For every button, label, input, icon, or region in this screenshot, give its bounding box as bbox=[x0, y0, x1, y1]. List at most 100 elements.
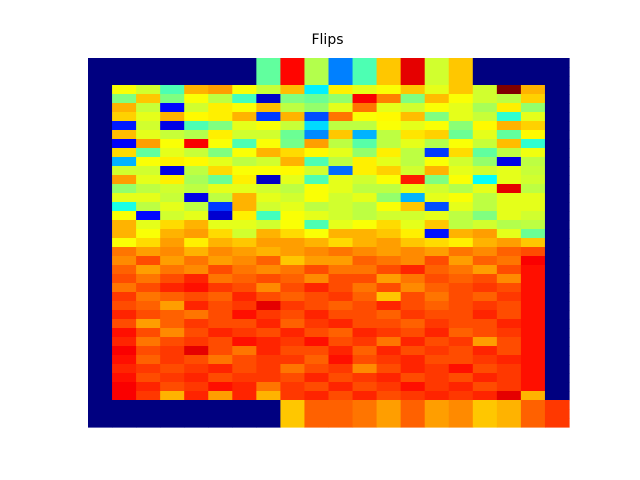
heatmap-cell bbox=[304, 364, 330, 374]
heatmap-cell bbox=[376, 283, 402, 293]
heatmap-cell bbox=[472, 301, 498, 311]
heatmap-cell bbox=[136, 103, 161, 113]
heatmap-cell bbox=[544, 418, 570, 428]
heatmap-cell bbox=[256, 157, 281, 167]
heatmap-cell bbox=[88, 238, 113, 248]
heatmap-cell bbox=[136, 67, 161, 77]
heatmap-cell bbox=[232, 373, 257, 383]
heatmap-cell bbox=[328, 103, 354, 113]
heatmap-cell bbox=[520, 256, 546, 266]
heatmap-cell bbox=[232, 391, 257, 401]
heatmap-cell bbox=[376, 58, 402, 68]
heatmap-cell bbox=[136, 283, 161, 293]
heatmap-cell bbox=[208, 409, 233, 419]
heatmap-cell bbox=[208, 193, 233, 203]
heatmap-cell bbox=[376, 328, 402, 338]
heatmap-cell bbox=[184, 247, 209, 257]
heatmap-cell bbox=[520, 67, 546, 77]
heatmap-cell bbox=[88, 103, 113, 113]
heatmap-cell bbox=[256, 67, 281, 77]
heatmap-cell bbox=[280, 292, 306, 302]
heatmap-cell bbox=[520, 112, 546, 122]
heatmap-cell bbox=[352, 121, 378, 131]
heatmap-cell bbox=[424, 247, 450, 257]
heatmap-cell bbox=[544, 238, 570, 248]
heatmap-cell bbox=[520, 211, 546, 221]
heatmap-cell bbox=[112, 130, 137, 140]
heatmap-cell bbox=[88, 67, 113, 77]
heatmap-cell bbox=[352, 283, 378, 293]
heatmap-cell bbox=[136, 346, 161, 356]
heatmap-cell bbox=[400, 400, 426, 410]
heatmap-cell bbox=[256, 76, 281, 86]
heatmap-cell bbox=[160, 301, 185, 311]
heatmap-cell bbox=[112, 373, 137, 383]
heatmap-cell bbox=[496, 346, 522, 356]
heatmap-cell bbox=[232, 301, 257, 311]
heatmap-cell bbox=[160, 391, 185, 401]
heatmap-cell bbox=[424, 202, 450, 212]
heatmap-cell bbox=[88, 355, 113, 365]
heatmap-cell bbox=[544, 121, 570, 131]
heatmap-cell bbox=[160, 121, 185, 131]
heatmap-cell bbox=[112, 112, 137, 122]
heatmap-cell bbox=[472, 400, 498, 410]
heatmap-cell bbox=[232, 148, 257, 158]
heatmap-cell bbox=[88, 310, 113, 320]
heatmap-cell bbox=[112, 121, 137, 131]
heatmap-cell bbox=[424, 355, 450, 365]
heatmap-cell bbox=[88, 391, 113, 401]
heatmap-cell bbox=[520, 85, 546, 95]
heatmap-cell bbox=[304, 220, 330, 230]
heatmap-cell bbox=[544, 319, 570, 329]
heatmap-cell bbox=[424, 229, 450, 239]
heatmap-cell bbox=[472, 409, 498, 419]
heatmap-cell bbox=[256, 391, 281, 401]
heatmap-cell bbox=[496, 337, 522, 347]
heatmap-cell bbox=[328, 166, 354, 176]
heatmap-cell bbox=[424, 400, 450, 410]
heatmap-cell bbox=[256, 193, 281, 203]
heatmap-cell bbox=[400, 283, 426, 293]
heatmap-cell bbox=[184, 364, 209, 374]
heatmap-cell bbox=[544, 310, 570, 320]
heatmap-cell bbox=[232, 247, 257, 257]
heatmap-cell bbox=[424, 256, 450, 266]
heatmap-cell bbox=[496, 265, 522, 275]
heatmap-cell bbox=[544, 112, 570, 122]
heatmap-cell bbox=[136, 184, 161, 194]
heatmap-cell bbox=[280, 157, 306, 167]
heatmap-cell bbox=[256, 58, 281, 68]
heatmap-cell bbox=[376, 256, 402, 266]
heatmap-cell bbox=[448, 157, 474, 167]
heatmap-cell bbox=[232, 382, 257, 392]
heatmap-cell bbox=[520, 193, 546, 203]
heatmap-cell bbox=[208, 391, 233, 401]
heatmap-cell bbox=[472, 175, 498, 185]
heatmap-cell bbox=[424, 130, 450, 140]
heatmap-cell bbox=[424, 274, 450, 284]
heatmap-cell bbox=[352, 247, 378, 257]
heatmap-cell bbox=[376, 409, 402, 419]
heatmap-cell bbox=[400, 274, 426, 284]
heatmap-cell bbox=[544, 157, 570, 167]
heatmap-cell bbox=[280, 301, 306, 311]
heatmap-cell bbox=[280, 58, 306, 68]
heatmap-cell bbox=[472, 337, 498, 347]
heatmap-cell bbox=[472, 364, 498, 374]
heatmap-cell bbox=[376, 310, 402, 320]
heatmap-cell bbox=[88, 292, 113, 302]
heatmap-cell bbox=[544, 139, 570, 149]
heatmap-cell bbox=[136, 292, 161, 302]
heatmap-cell bbox=[376, 346, 402, 356]
heatmap-cell bbox=[232, 274, 257, 284]
heatmap-cell bbox=[352, 409, 378, 419]
heatmap-cell bbox=[280, 229, 306, 239]
heatmap-cell bbox=[232, 319, 257, 329]
heatmap-cell bbox=[88, 364, 113, 374]
heatmap-cell bbox=[136, 229, 161, 239]
heatmap-cell bbox=[112, 283, 137, 293]
heatmap-cell bbox=[520, 400, 546, 410]
heatmap-cell bbox=[400, 346, 426, 356]
